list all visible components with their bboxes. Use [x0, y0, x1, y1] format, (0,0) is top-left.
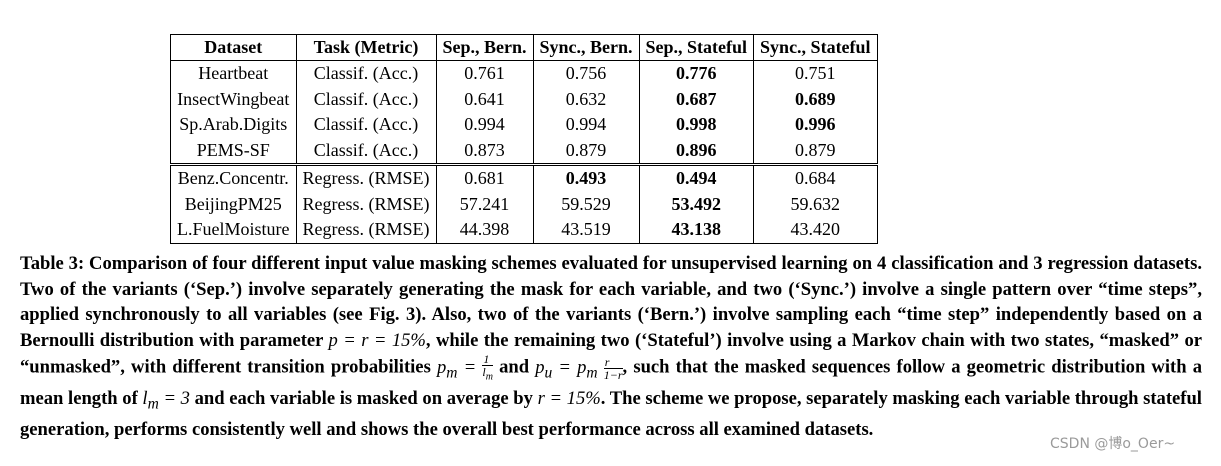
- value-cell: 43.519: [532, 217, 640, 244]
- value-cell: 0.632: [532, 86, 640, 112]
- table-row: Benz.Concentr. Regress. (RMSE) 0.681 0.493 0…: [170, 163, 878, 192]
- value-cell: 0.776: [638, 60, 755, 87]
- value-cell: 0.681: [435, 163, 534, 192]
- results-table: Dataset Task (Metric) Sep., Bern. Sync.,…: [170, 34, 878, 244]
- fraction: 1 lm: [482, 352, 493, 383]
- table-row: PEMS-SF Classif. (Acc.) 0.873 0.879 0.896 0.8…: [170, 137, 878, 165]
- table-row: Heartbeat Classif. (Acc.) 0.761 0.756 0.776 0…: [170, 60, 878, 87]
- value-cell: 43.138: [638, 217, 755, 244]
- table-row: BeijingPM25 Regress. (RMSE) 57.241 59.529 53…: [170, 191, 878, 217]
- value-cell: 44.398: [435, 217, 534, 244]
- value-cell: 0.994: [435, 112, 534, 138]
- task-cell: Regress. (RMSE): [295, 217, 437, 244]
- caption-math: pm =: [436, 356, 477, 382]
- value-cell: 57.241: [435, 191, 534, 217]
- watermark: CSDN @博o_Oer~: [1050, 436, 1176, 452]
- dataset-cell: Benz.Concentr.: [170, 163, 297, 192]
- value-cell: 43.420: [753, 217, 878, 244]
- value-cell: 0.998: [638, 112, 755, 138]
- dataset-cell: Heartbeat: [170, 60, 297, 87]
- table-row: InsectWingbeat Classif. (Acc.) 0.641 0.632 0…: [170, 86, 878, 112]
- value-cell: 0.761: [435, 60, 534, 87]
- task-cell: Regress. (RMSE): [295, 191, 437, 217]
- task-cell: Classif. (Acc.): [295, 112, 437, 138]
- value-cell: 0.994: [532, 112, 640, 138]
- table-row: Sp.Arab.Digits Classif. (Acc.) 0.994 0.994 0…: [170, 112, 878, 138]
- task-cell: Classif. (Acc.): [295, 86, 437, 112]
- caption-math: r = 15%: [537, 388, 601, 410]
- value-cell: 0.996: [753, 112, 878, 138]
- value-cell: 59.632: [753, 191, 878, 217]
- task-cell: Classif. (Acc.): [295, 60, 437, 87]
- fraction: r 1−r: [603, 355, 623, 383]
- task-cell: Regress. (RMSE): [295, 163, 437, 192]
- value-cell: 0.687: [638, 86, 755, 112]
- caption-text: , such that the masked sequences follow …: [20, 356, 1203, 410]
- value-cell: 53.492: [638, 191, 755, 217]
- caption-math: p = r = 15%: [328, 329, 426, 351]
- caption-math: lm = 3: [142, 388, 190, 413]
- value-cell: 0.684: [753, 163, 878, 192]
- caption-text: and: [492, 356, 536, 378]
- dataset-cell: InsectWingbeat: [170, 86, 297, 112]
- value-cell: 0.751: [753, 60, 878, 87]
- value-cell: 0.641: [435, 86, 534, 112]
- header-sep-stateful: Sep., Stateful: [638, 34, 755, 61]
- header-sync-bern: Sync., Bern.: [532, 34, 640, 61]
- caption-text: . The scheme we propose, separately mask…: [20, 388, 1202, 441]
- table-row: L.FuelMoisture Regress. (RMSE) 44.398 43.51…: [170, 217, 878, 244]
- value-cell: 0.873: [435, 137, 534, 165]
- header-sync-stateful: Sync., Stateful: [753, 34, 878, 61]
- dataset-cell: Sp.Arab.Digits: [170, 112, 297, 138]
- value-cell: 0.879: [753, 137, 878, 165]
- header-sep-bern: Sep., Bern.: [435, 34, 534, 61]
- value-cell: 0.879: [532, 137, 640, 165]
- table-caption: Table 3: Comparison of four different in…: [20, 251, 1202, 443]
- task-cell: Classif. (Acc.): [295, 137, 437, 165]
- caption-text: , while the remaining two (‘Stateful’) i…: [20, 329, 1203, 378]
- value-cell: 59.529: [532, 191, 640, 217]
- value-cell: 0.689: [753, 86, 878, 112]
- value-cell: 0.896: [638, 137, 755, 165]
- dataset-cell: PEMS-SF: [170, 137, 297, 165]
- caption-text: and each variable is masked on average b…: [194, 388, 533, 410]
- value-cell: 0.756: [532, 60, 640, 87]
- value-cell: 0.493: [532, 163, 640, 192]
- dataset-cell: BeijingPM25: [170, 191, 297, 217]
- caption-text: Table 3: Comparison of four different in…: [20, 253, 1202, 351]
- caption-math: pu = pm: [535, 356, 598, 382]
- header-task: Task (Metric): [295, 34, 437, 61]
- table-header-row: Dataset Task (Metric) Sep., Bern. Sync.,…: [170, 34, 878, 61]
- value-cell: 0.494: [638, 163, 755, 192]
- header-dataset: Dataset: [170, 34, 297, 61]
- dataset-cell: L.FuelMoisture: [170, 217, 297, 244]
